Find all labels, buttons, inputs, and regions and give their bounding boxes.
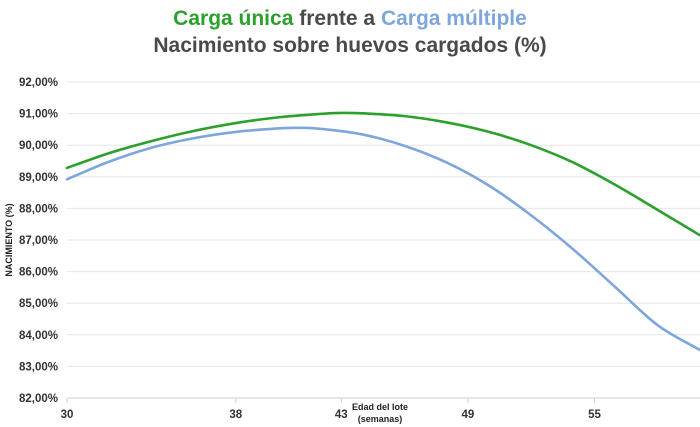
chart-subtitle: Nacimiento sobre huevos cargados (%) bbox=[153, 34, 547, 57]
y-tick-label: 92,00% bbox=[19, 77, 58, 89]
y-axis-ticks: 82,00% 83,00% 84,00% 85,00% 86,00% 87,00% 88,0… bbox=[19, 77, 58, 405]
chart-title-line1: Carga única frente a Carga múltiple bbox=[0, 6, 700, 32]
x-tick-label: 49 bbox=[462, 409, 475, 421]
title-series-carga-multiple: Carga múltiple bbox=[380, 7, 527, 30]
x-tick-label: 30 bbox=[61, 409, 74, 421]
y-tick-label: 86,00% bbox=[19, 267, 58, 279]
y-tick-label: 82,00% bbox=[19, 393, 58, 405]
y-tick-label: 88,00% bbox=[19, 203, 58, 215]
title-series-carga-unica: Carga única bbox=[173, 7, 294, 30]
x-tick-label: 38 bbox=[229, 409, 242, 421]
series-line-carga-multiple bbox=[65, 126, 700, 352]
y-tick-label: 83,00% bbox=[19, 361, 58, 373]
chart-title: Carga única frente a Carga múltiple Naci… bbox=[0, 6, 700, 59]
y-tick-label: 85,00% bbox=[19, 298, 58, 310]
y-axis-label: NACIMIENTO (%) bbox=[4, 203, 14, 276]
series-line-carga-unica bbox=[65, 111, 700, 237]
grid-lines bbox=[67, 81, 700, 399]
y-tick-label: 91,00% bbox=[19, 109, 58, 121]
y-tick-label: 87,00% bbox=[19, 235, 58, 247]
x-axis-ticks: 30 38 43 49 55 bbox=[61, 398, 601, 421]
x-tick-label: 55 bbox=[588, 409, 601, 421]
y-tick-label: 89,00% bbox=[19, 172, 58, 184]
series-layer bbox=[65, 111, 700, 352]
x-axis-label-line2: (semanas) bbox=[358, 414, 403, 424]
title-connector: frente a bbox=[299, 7, 376, 30]
y-tick-label: 90,00% bbox=[19, 140, 58, 152]
x-axis-label-line1: Edad del lote bbox=[352, 402, 408, 412]
y-tick-label: 84,00% bbox=[19, 330, 58, 342]
x-tick-label: 43 bbox=[335, 409, 348, 421]
